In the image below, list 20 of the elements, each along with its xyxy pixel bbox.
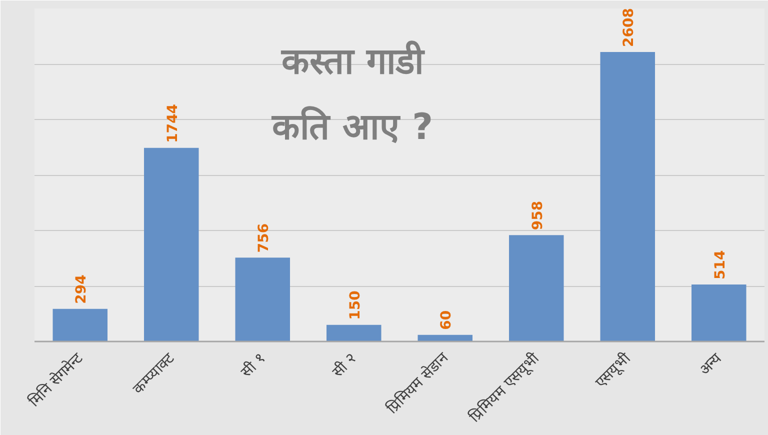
bar bbox=[600, 52, 655, 342]
bar bbox=[692, 284, 746, 342]
data-label: 150 bbox=[347, 290, 364, 320]
data-label: 1744 bbox=[164, 104, 181, 143]
x-tick-label: सी २ bbox=[328, 349, 360, 381]
bar bbox=[52, 308, 108, 342]
bar bbox=[144, 148, 199, 342]
data-label: 756 bbox=[256, 223, 272, 253]
bar bbox=[509, 235, 564, 342]
bar bbox=[235, 258, 290, 342]
x-tick-label: सी १ bbox=[237, 349, 269, 381]
bar bbox=[418, 334, 472, 342]
data-label: 958 bbox=[530, 200, 546, 230]
text: कस्ता गाडी कति आए ? bbox=[271, 40, 433, 148]
data-label: 60 bbox=[438, 310, 455, 330]
bar bbox=[326, 324, 382, 342]
data-label: 2608 bbox=[621, 8, 638, 48]
x-tick-label: अन्य bbox=[696, 349, 726, 379]
data-label: 294 bbox=[74, 274, 90, 304]
data-label: 514 bbox=[712, 250, 728, 280]
